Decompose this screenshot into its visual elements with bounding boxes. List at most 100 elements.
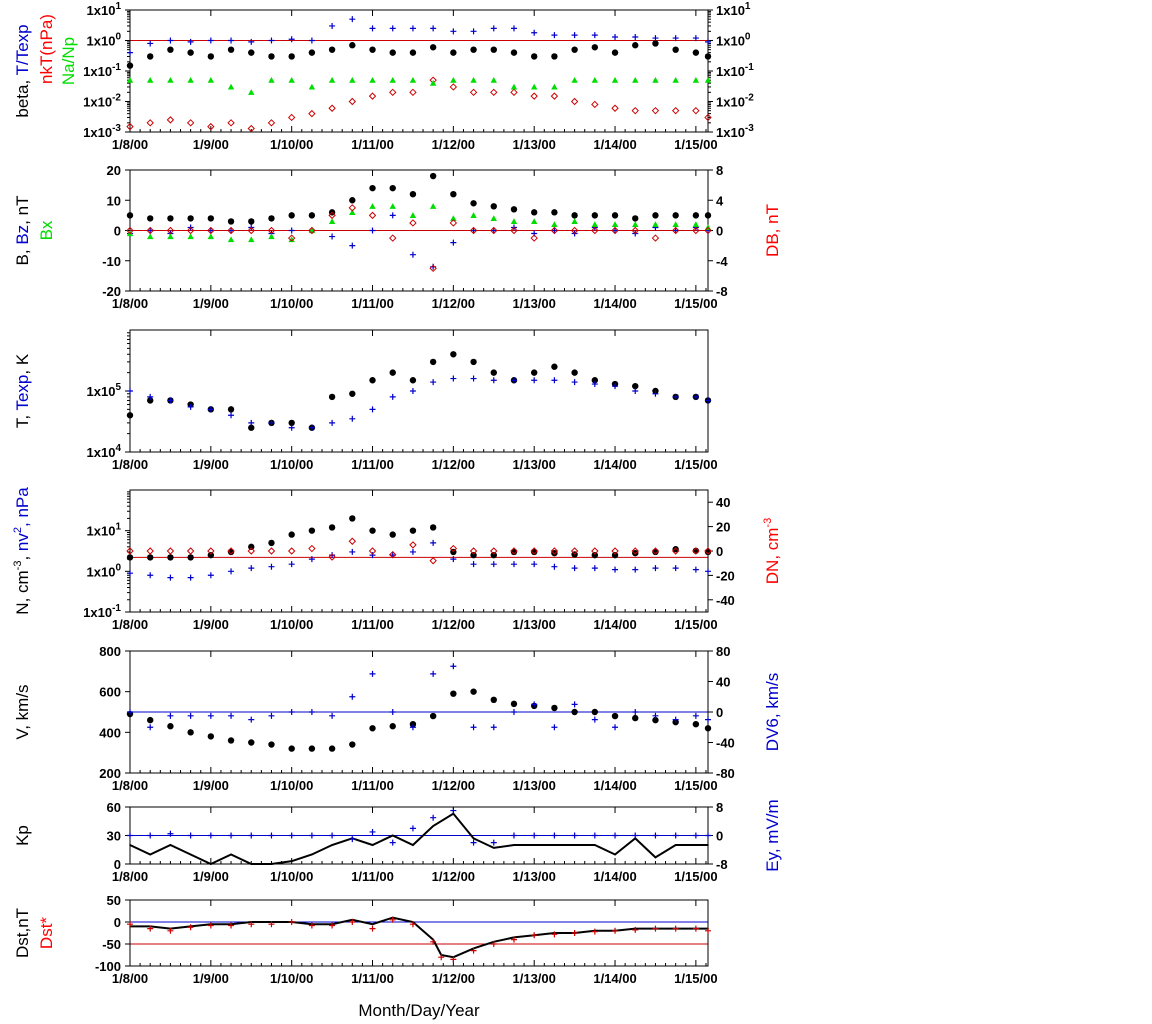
data-point [207,215,215,222]
data-point [268,37,275,44]
data-point [438,954,445,961]
y-right-tick-label: 0 [716,224,723,239]
data-point [470,839,477,846]
data-point [672,393,679,400]
data-point [704,547,712,555]
series-3 [126,76,712,95]
data-point [308,544,316,553]
data-point [167,723,174,730]
data-point [551,363,558,370]
data-point [430,539,437,546]
x-tick-label: 1/11/00 [351,457,394,472]
y-tick-label: 400 [99,725,121,740]
data-point [632,221,639,228]
data-point [510,548,518,556]
data-point [288,424,295,431]
y-right-tick-label: -40 [716,736,735,751]
data-point [510,547,518,555]
data-point [288,919,295,925]
data-point [591,381,598,388]
data-point [470,212,477,218]
data-point [187,924,194,931]
x-tick-label: 1/15/00 [674,778,717,793]
x-tick-label: 1/11/00 [351,869,394,884]
data-point [470,227,477,234]
data-point [287,113,296,122]
y-right-tick-label: 1x10-2 [716,93,754,110]
data-point [349,548,356,555]
data-point [147,233,154,240]
data-point [228,568,235,575]
data-point [186,547,195,555]
data-point [591,212,599,219]
data-point [705,568,711,575]
data-point [268,215,275,222]
data-point [126,76,134,83]
data-point [450,28,457,35]
data-point [248,236,255,243]
data-point [571,46,578,53]
data-point [612,566,619,573]
x-tick-label: 1/12/00 [432,778,475,793]
data-point [207,551,215,559]
data-point [207,712,214,719]
data-point [389,49,396,56]
data-point [147,724,154,731]
data-point [167,574,174,581]
x-tick-label: 1/9/00 [193,778,229,793]
data-point [409,527,417,534]
data-point [430,379,437,386]
data-point [228,227,235,234]
data-point [450,49,457,56]
data-point [409,825,416,832]
data-point [695,844,697,846]
data-point [652,716,659,724]
panel-density: 1/8/00 1/9/00 1/10/00 1/11/00 1/12/00 1/13/00… [12,487,782,632]
data-point [450,76,457,83]
y-tick-label: 600 [99,685,121,700]
data-point [672,925,679,932]
data-point [207,547,215,555]
data-point [228,712,235,719]
data-point [167,397,174,404]
data-point [329,233,336,240]
data-point [705,716,711,723]
data-point [510,561,517,568]
data-point [348,537,357,545]
data-point [705,832,711,839]
y-right-axis-title: Ey, mV/m [763,799,782,871]
data-point [147,215,154,222]
data-point [389,203,396,209]
y-tick-label: 1x101 [87,1,122,18]
data-point [187,215,194,222]
series-2 [126,76,712,133]
data-point [250,863,253,865]
data-point [672,546,679,553]
y-right-axis-title: DV6, km/s [763,673,782,751]
x-tick-label: 1/9/00 [193,869,229,884]
data-point [369,227,376,234]
data-point [389,709,396,715]
data-point [409,191,417,198]
data-point [705,38,711,45]
data-point [248,49,255,56]
data-point [612,227,619,234]
data-point [349,919,356,925]
data-point [331,844,333,846]
data-point [147,76,154,83]
x-tick-label: 1/8/00 [112,971,148,986]
data-point [127,921,133,928]
data-point [349,415,356,422]
data-point [611,551,619,559]
data-point [614,853,616,856]
data-point [187,38,194,45]
data-point [591,100,599,109]
data-point [550,226,559,235]
data-point [288,53,295,60]
data-point [267,547,276,555]
data-point [268,539,275,547]
data-point [227,236,235,243]
data-point [591,928,598,935]
series-line [129,812,708,866]
data-point [490,941,497,947]
